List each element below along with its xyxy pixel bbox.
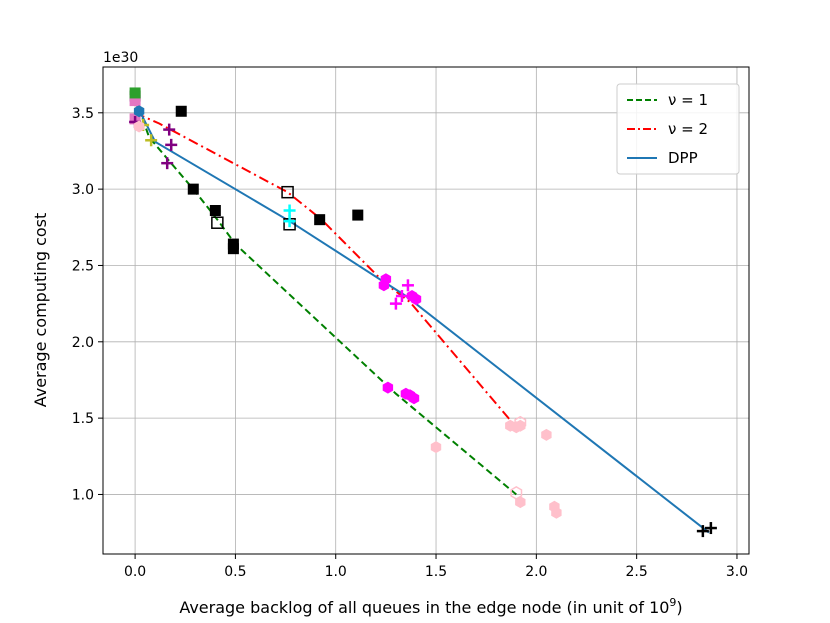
data-point-hexagon xyxy=(408,392,420,405)
y-axis-label: Average computing cost xyxy=(31,213,50,408)
data-point-plus xyxy=(283,204,296,217)
data-point-square xyxy=(187,183,199,195)
legend-label: ν = 1 xyxy=(668,91,708,109)
data-point-plus xyxy=(696,525,709,538)
data-point-square xyxy=(129,95,141,107)
y-tick-label: 1.0 xyxy=(72,487,94,503)
x-axis-label: Average backlog of all queues in the edg… xyxy=(179,596,682,617)
grid xyxy=(103,67,749,554)
y-tick-label: 1.5 xyxy=(72,411,94,427)
x-tick-label: 2.5 xyxy=(626,564,648,580)
data-point-square xyxy=(129,87,141,99)
data-point-plus xyxy=(161,157,174,170)
data-point-plus xyxy=(389,297,402,310)
data-point-hexagon xyxy=(515,496,526,509)
scatter-markers xyxy=(129,87,717,538)
data-point-hexagon xyxy=(551,506,562,519)
y-tick-label: 3.5 xyxy=(72,106,94,122)
data-point-plus xyxy=(395,289,408,302)
data-point-square-open xyxy=(211,216,224,229)
x-tick-label: 1.5 xyxy=(425,564,447,580)
x-tick-label: 2.0 xyxy=(525,564,547,580)
data-point-plus xyxy=(401,279,414,292)
data-point-square xyxy=(352,209,364,221)
data-point-hexagon xyxy=(430,441,442,454)
x-axis: 0.0 0.5 1.0 1.5 2.0 2.5 3.0 xyxy=(124,554,748,580)
x-tick-label: 0.5 xyxy=(224,564,246,580)
data-point-plus xyxy=(165,138,178,151)
data-point-hexagon-open xyxy=(514,415,527,430)
x-axis-label-exponent: 9 xyxy=(669,596,676,609)
y-tick-label: 2.0 xyxy=(72,335,94,351)
legend-items: ν = 1 ν = 2 DPP xyxy=(627,91,708,167)
legend-box xyxy=(616,83,740,175)
data-point-square xyxy=(227,243,239,255)
plot-frame xyxy=(102,66,750,555)
data-point-hexagon-open xyxy=(510,486,523,500)
data-point-plus xyxy=(145,134,158,147)
data-point-plus xyxy=(163,123,176,136)
x-tick-label: 0.0 xyxy=(124,564,146,580)
x-tick-label: 3.0 xyxy=(726,564,748,580)
legend-label: ν = 2 xyxy=(668,120,708,138)
data-point-hexagon xyxy=(133,120,145,133)
data-point-hexagon xyxy=(410,293,422,306)
data-point-plus xyxy=(283,215,296,228)
legend-label: DPP xyxy=(668,149,698,167)
data-point-hexagon xyxy=(378,279,390,292)
data-point-hexagon xyxy=(133,105,145,118)
y-axis: 1.0 1.5 2.0 2.5 3.0 3.5 xyxy=(72,106,103,503)
data-point-hexagon xyxy=(541,428,552,441)
data-point-hexagon xyxy=(515,419,526,432)
data-point-square xyxy=(314,214,326,226)
data-point-hexagon xyxy=(382,381,394,394)
y-tick-label: 3.0 xyxy=(72,182,94,198)
x-tick-label: 1.0 xyxy=(325,564,347,580)
data-point-square xyxy=(175,105,187,117)
legend: ν = 1 ν = 2 DPP xyxy=(616,83,740,175)
y-multiplier: 1e30 xyxy=(103,50,138,66)
data-point-plus xyxy=(704,522,717,535)
data-point-square-open xyxy=(281,185,294,199)
data-point-square xyxy=(209,205,221,217)
y-tick-label: 2.5 xyxy=(72,258,94,274)
